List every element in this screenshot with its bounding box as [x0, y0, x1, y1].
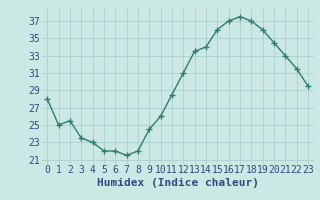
X-axis label: Humidex (Indice chaleur): Humidex (Indice chaleur): [97, 178, 259, 188]
